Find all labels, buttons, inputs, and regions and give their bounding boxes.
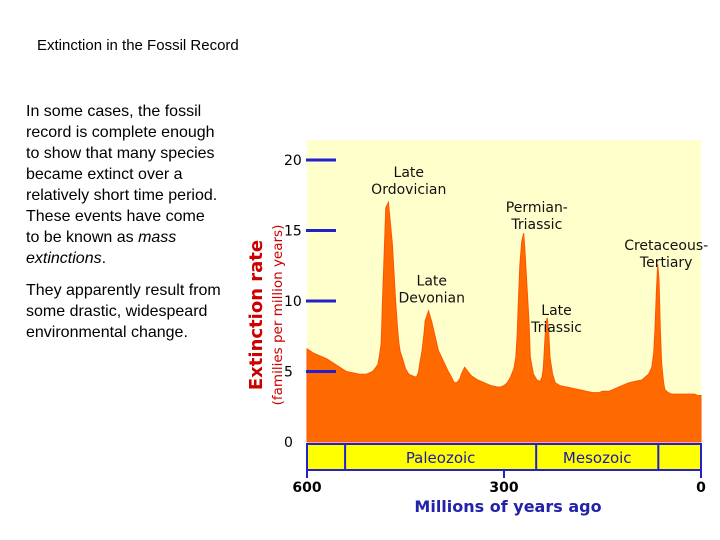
body-text: In some cases, the fossil record is comp… xyxy=(26,101,221,354)
x-tick-label: 600 xyxy=(292,480,321,496)
y-tick-mark xyxy=(306,299,336,303)
slide-title: Extinction in the Fossil Record xyxy=(37,37,239,54)
y-tick-label: 20 xyxy=(284,153,302,169)
paragraph-mass-extinctions: In some cases, the fossil record is comp… xyxy=(26,101,221,269)
paragraph1-text: In some cases, the fossil record is comp… xyxy=(26,103,218,246)
event-annotation: Cretaceous- xyxy=(624,238,708,254)
y-axis-units: (families per million years) xyxy=(270,225,286,406)
event-annotation: Permian- xyxy=(506,200,568,216)
y-tick-label: 10 xyxy=(284,294,302,310)
event-annotation: Triassic xyxy=(510,217,562,233)
era-label: Paleozoic xyxy=(406,449,476,467)
y-tick-mark xyxy=(306,229,336,232)
event-annotation: Late xyxy=(394,165,424,181)
event-annotation: Ordovician xyxy=(371,182,446,198)
era-label: Mesozoic xyxy=(563,449,632,467)
x-axis-label: Millions of years ago xyxy=(414,497,601,516)
event-annotation: Tertiary xyxy=(639,255,693,271)
y-tick-label: 15 xyxy=(284,224,302,240)
event-annotation: Devonian xyxy=(399,290,465,306)
extinction-rate-area xyxy=(306,200,702,443)
paragraph-environmental-change: They apparently result from some drastic… xyxy=(26,282,221,341)
x-tick-label: 300 xyxy=(489,480,518,496)
y-axis-label: Extinction rate xyxy=(246,240,267,390)
paragraph1-end: . xyxy=(101,250,107,267)
event-annotation: Late xyxy=(417,273,447,289)
event-annotation: Late xyxy=(541,303,571,319)
y-tick-mark xyxy=(306,370,336,373)
event-annotation: Triassic xyxy=(530,320,582,336)
y-tick-label: 0 xyxy=(284,435,293,451)
x-tick-label: 0 xyxy=(696,480,706,496)
mass-extinctions-term: mass extinctions xyxy=(26,229,177,267)
y-tick-mark xyxy=(306,158,336,162)
era-bar xyxy=(307,444,701,470)
y-tick-label: 5 xyxy=(284,365,293,381)
